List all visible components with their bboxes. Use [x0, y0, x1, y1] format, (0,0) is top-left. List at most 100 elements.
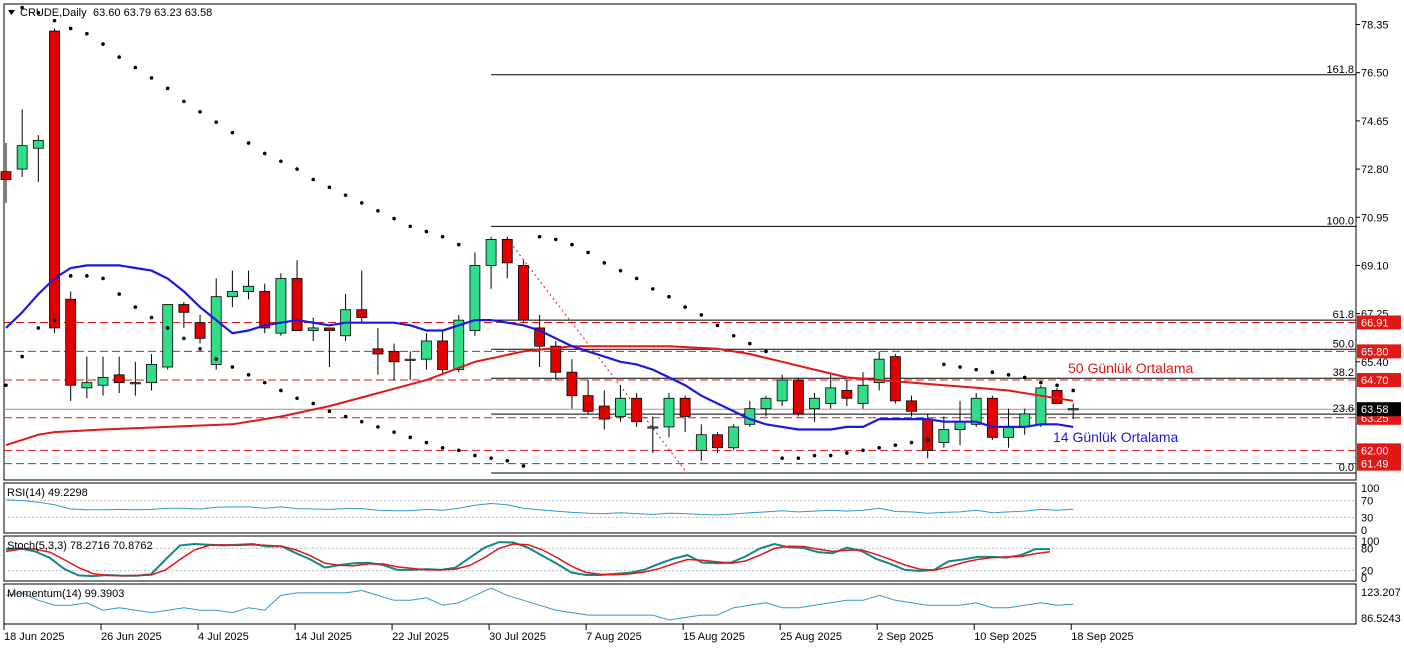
sar-dot — [408, 224, 413, 229]
candle-bear — [113, 374, 125, 384]
momentum-label: Momentum(14) 99.3903 — [7, 588, 124, 600]
candle-bull — [210, 296, 222, 365]
candle-bull — [954, 421, 966, 430]
candle-bear — [49, 30, 60, 329]
sar-dot — [343, 414, 348, 419]
sar-dot — [942, 362, 946, 367]
stoch-tick-label: 20 — [1361, 566, 1373, 578]
sar-dot — [85, 31, 89, 36]
sar-dot — [165, 86, 170, 91]
sar-dot — [295, 396, 299, 401]
sar-dot — [1022, 375, 1027, 380]
rsi-label: RSI(14) 49.2298 — [7, 487, 88, 499]
time-tick-label: 18 Jun 2025 — [4, 631, 65, 643]
candle-bull — [469, 265, 481, 331]
stoch-signal-line — [5, 543, 1051, 577]
sar-dot — [1071, 388, 1076, 393]
sar-dot — [52, 318, 57, 322]
rsi-tick-label: 70 — [1361, 496, 1373, 508]
candle-bear — [437, 340, 448, 371]
candle-bear — [792, 379, 804, 415]
ohlc-label: 63.60 63.79 63.23 63.58 — [93, 7, 212, 19]
candle-bear — [841, 390, 853, 399]
price-tag — [1357, 443, 1401, 458]
sar-dot — [36, 11, 41, 15]
candle-bull — [938, 429, 950, 443]
rsi-tick-label: 0 — [1361, 525, 1367, 537]
sar-dot — [456, 448, 461, 453]
price-tag-label: 62.00 — [1361, 445, 1389, 457]
sar-dot — [182, 336, 186, 341]
sar-dot — [359, 419, 364, 424]
time-tick-label: 25 Aug 2025 — [780, 631, 842, 643]
sar-dot — [1039, 380, 1043, 385]
sar-dot — [246, 373, 251, 377]
candle-bear — [291, 278, 303, 331]
symbol-label: CRUDE,Daily — [20, 7, 87, 19]
candle-bull — [857, 384, 869, 404]
price-tag — [1357, 373, 1401, 388]
sar-dot — [440, 445, 445, 450]
sma50-annotation: 50 Günlük Ortalama — [1068, 360, 1193, 376]
time-axis: 18 Jun 2025 26 Jun 2025 4 Jul 2025 14 Jul 2… — [3, 624, 1134, 643]
fib-label: 161.8 — [1326, 64, 1354, 76]
candle-bull — [970, 397, 982, 425]
sar-dot — [424, 229, 429, 234]
price-tick-label: 70.95 — [1361, 212, 1389, 224]
candle-bull — [825, 387, 837, 404]
sar-dot — [456, 242, 461, 247]
candle-bull — [81, 382, 93, 389]
stoch-tick-label: 100 — [1361, 536, 1379, 548]
sar-dot — [327, 185, 332, 190]
sar-dot — [198, 346, 202, 351]
sar-dot — [812, 453, 817, 458]
time-tick-label: 26 Jun 2025 — [101, 631, 162, 643]
sar-dot — [230, 130, 235, 135]
sar-dot — [440, 234, 445, 239]
fib-label: 61.8 — [1333, 309, 1354, 321]
candle-bull — [146, 364, 157, 384]
sar-dot — [1006, 373, 1011, 377]
candle-bull — [1067, 408, 1079, 411]
sar-dot — [683, 305, 687, 309]
sar-dot — [990, 370, 995, 375]
candle-bear — [598, 405, 610, 420]
candle-bear — [712, 434, 723, 449]
fib-label: 100.0 — [1326, 215, 1354, 227]
candle-bull — [453, 319, 465, 371]
candle-bull — [776, 379, 788, 402]
sar-dot — [893, 443, 898, 447]
price-tick-label: 74.65 — [1361, 116, 1389, 128]
candle-bull — [1003, 426, 1014, 438]
sar-dot — [634, 276, 639, 281]
price-tag-label: 61.49 — [1361, 459, 1389, 471]
fib-label: 23.6 — [1333, 403, 1354, 415]
time-tick-label: 15 Aug 2025 — [683, 631, 745, 643]
sar-dot — [1055, 383, 1059, 388]
candle-bull — [873, 358, 885, 384]
sar-dot — [295, 167, 299, 171]
candle-bear — [550, 345, 562, 373]
sar-dot — [473, 453, 477, 458]
candle-bull — [1019, 413, 1031, 428]
price-tag-label: 64.70 — [1361, 375, 1389, 387]
sar-dot — [214, 357, 219, 361]
sar-dot — [958, 365, 962, 369]
sar-dot — [796, 456, 801, 460]
sar-dot — [925, 438, 930, 442]
sar-dot — [845, 451, 849, 455]
sar-dot — [36, 326, 41, 330]
candle-bull — [129, 382, 141, 385]
sar-dot — [618, 268, 623, 273]
candle-bull — [162, 304, 174, 368]
sar-dot — [68, 26, 73, 31]
sar-dot — [537, 234, 542, 239]
sar-dot — [198, 109, 202, 114]
price-tick-label: 78.35 — [1361, 20, 1389, 32]
symbol-dropdown-icon[interactable] — [8, 10, 15, 15]
candle-bull — [485, 238, 497, 266]
candle-bull — [809, 397, 820, 410]
sar-dot — [149, 315, 154, 320]
sar-dot — [279, 388, 283, 393]
sma14-annotation: 14 Günlük Ortalama — [1053, 429, 1178, 445]
